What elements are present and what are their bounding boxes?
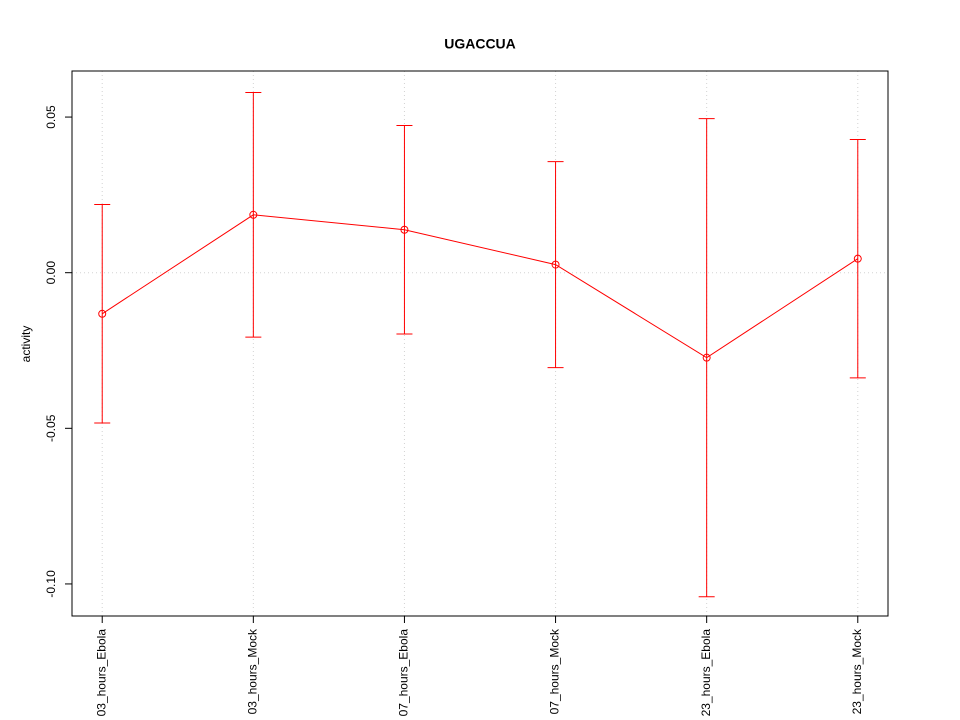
point <box>400 225 409 234</box>
chart-title: UGACCUA <box>444 36 516 52</box>
error-bar <box>849 138 866 379</box>
x-tick-label: 23_hours_Mock <box>850 628 864 714</box>
point <box>702 353 711 362</box>
x-tick-label: 07_hours_Ebola <box>397 629 411 717</box>
y-tick-label: -0.10 <box>44 570 58 598</box>
y-tick-label: -0.05 <box>44 414 58 442</box>
x-tick-label: 03_hours_Mock <box>246 628 260 714</box>
x-tick-label: 23_hours_Ebola <box>699 629 713 717</box>
error-bar <box>547 161 564 369</box>
line <box>101 214 859 359</box>
error-bar <box>245 91 262 338</box>
y-axis-label: activity <box>19 326 33 363</box>
y-tick-label: 0.00 <box>44 261 58 285</box>
plot-frame <box>71 70 889 617</box>
x-tick-label: 03_hours_Ebola <box>94 629 108 717</box>
point <box>98 309 107 318</box>
x-tick-label: 07_hours_Mock <box>548 628 562 714</box>
point <box>853 254 862 263</box>
y-tick-label: 0.05 <box>44 105 58 129</box>
point <box>551 260 560 269</box>
error-bar <box>396 124 413 335</box>
error-bar <box>94 204 111 424</box>
error-bar <box>698 118 715 598</box>
point <box>249 210 258 219</box>
